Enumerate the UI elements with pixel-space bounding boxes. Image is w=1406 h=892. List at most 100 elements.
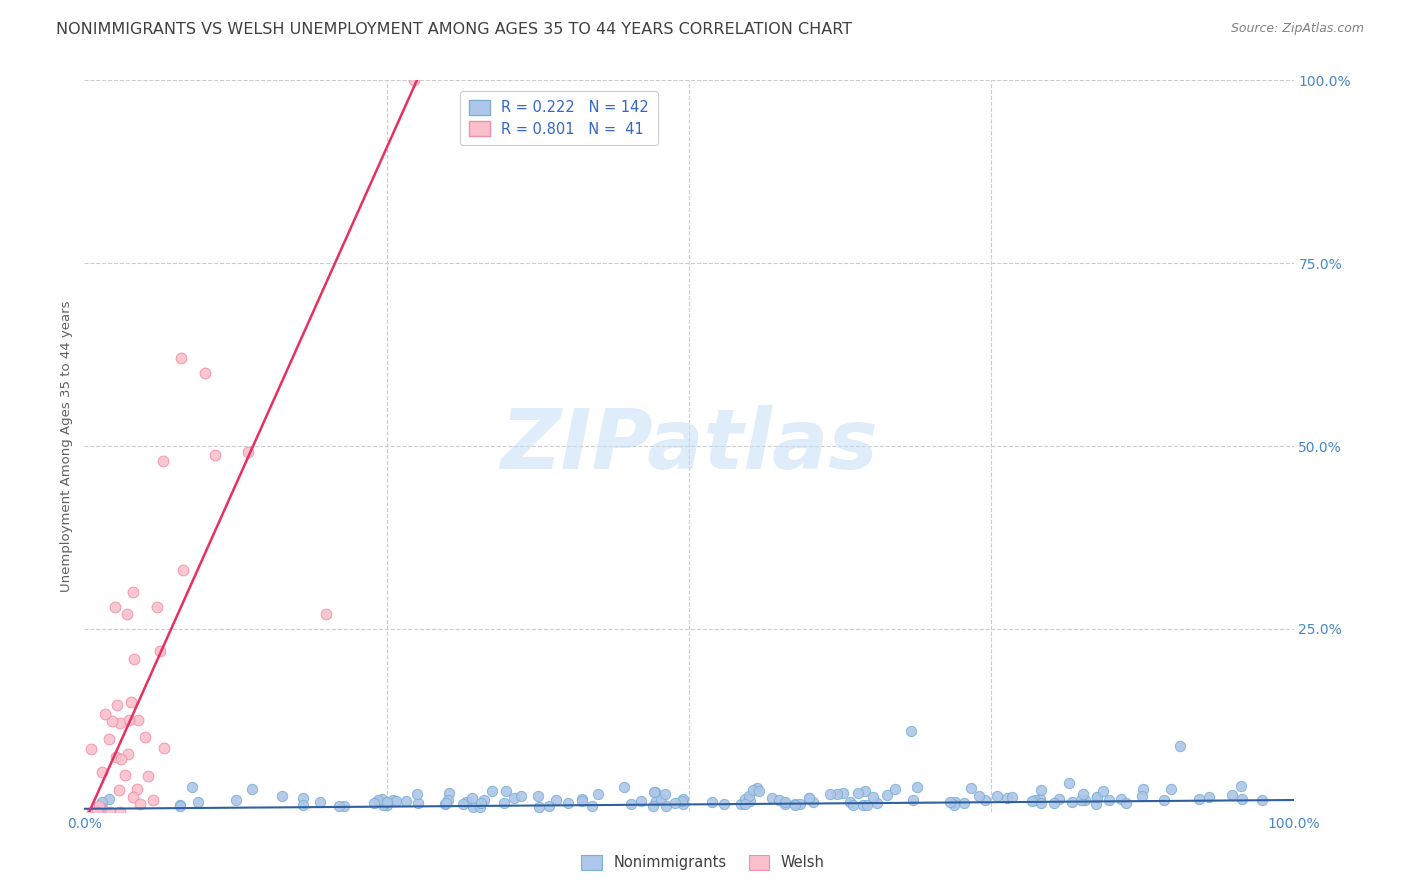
Point xyxy=(170,351,193,366)
Point xyxy=(734,792,756,806)
Point xyxy=(630,794,652,808)
Point xyxy=(1111,792,1133,806)
Point xyxy=(986,789,1008,803)
Point xyxy=(381,793,404,807)
Point xyxy=(1230,780,1253,794)
Point xyxy=(1132,782,1154,797)
Point xyxy=(974,793,997,807)
Point xyxy=(529,799,551,814)
Point xyxy=(108,715,131,730)
Point xyxy=(1062,795,1084,809)
Point xyxy=(852,797,875,812)
Point xyxy=(120,695,142,709)
Point xyxy=(363,797,385,811)
Point xyxy=(738,789,761,803)
Point xyxy=(643,799,665,814)
Point xyxy=(827,787,849,801)
Point xyxy=(841,797,863,812)
Point xyxy=(768,793,790,807)
Point xyxy=(995,791,1018,805)
Point xyxy=(1188,792,1211,806)
Point xyxy=(1198,789,1220,804)
Point xyxy=(700,795,723,809)
Point xyxy=(503,791,526,805)
Point xyxy=(571,792,593,806)
Point xyxy=(367,793,389,807)
Point xyxy=(952,796,974,810)
Point xyxy=(613,780,636,794)
Point xyxy=(967,789,990,803)
Point xyxy=(1071,787,1094,801)
Point xyxy=(90,796,112,810)
Point xyxy=(789,797,811,811)
Point xyxy=(1220,789,1243,803)
Point xyxy=(939,796,962,810)
Point xyxy=(86,805,108,819)
Point xyxy=(169,798,191,813)
Point xyxy=(866,797,889,811)
Point xyxy=(537,798,560,813)
Point xyxy=(87,798,110,813)
Point xyxy=(581,799,603,814)
Point xyxy=(468,799,491,814)
Point xyxy=(853,784,876,798)
Point xyxy=(404,73,426,87)
Point xyxy=(1091,784,1114,798)
Point xyxy=(1047,792,1070,806)
Point xyxy=(107,783,129,797)
Point xyxy=(124,651,146,665)
Point xyxy=(748,784,770,798)
Point xyxy=(671,797,693,811)
Point xyxy=(142,793,165,807)
Point xyxy=(783,797,806,812)
Point xyxy=(436,797,458,811)
Point xyxy=(803,795,825,809)
Point xyxy=(654,798,676,813)
Point xyxy=(461,790,484,805)
Point xyxy=(439,786,461,800)
Point xyxy=(1160,782,1182,797)
Text: ZIPatlas: ZIPatlas xyxy=(501,406,877,486)
Point xyxy=(740,794,762,808)
Point xyxy=(761,791,783,805)
Point xyxy=(900,724,922,739)
Point xyxy=(108,805,131,819)
Point xyxy=(905,780,928,794)
Point xyxy=(371,792,394,806)
Point xyxy=(125,782,148,797)
Point xyxy=(1029,792,1052,806)
Point xyxy=(884,781,907,796)
Point xyxy=(98,731,121,746)
Point xyxy=(856,797,879,812)
Point xyxy=(620,797,643,811)
Point xyxy=(1057,775,1080,789)
Point xyxy=(1031,796,1053,810)
Point xyxy=(1074,793,1097,807)
Point xyxy=(741,783,763,797)
Point xyxy=(122,790,145,805)
Point xyxy=(943,795,966,809)
Text: NONIMMIGRANTS VS WELSH UNEMPLOYMENT AMONG AGES 35 TO 44 YEARS CORRELATION CHART: NONIMMIGRANTS VS WELSH UNEMPLOYMENT AMON… xyxy=(56,22,852,37)
Point xyxy=(97,792,120,806)
Point xyxy=(104,599,127,614)
Point xyxy=(114,768,136,782)
Point xyxy=(654,787,676,801)
Point xyxy=(901,793,924,807)
Point xyxy=(82,805,104,819)
Point xyxy=(1097,793,1119,807)
Point xyxy=(105,698,128,713)
Point xyxy=(377,795,399,809)
Point xyxy=(406,787,429,801)
Point xyxy=(451,797,474,811)
Point xyxy=(571,794,593,808)
Point xyxy=(292,797,315,812)
Point xyxy=(1085,790,1108,805)
Point xyxy=(1087,790,1109,805)
Point xyxy=(1168,739,1191,753)
Point xyxy=(406,797,429,811)
Point xyxy=(434,797,457,812)
Text: Source: ZipAtlas.com: Source: ZipAtlas.com xyxy=(1230,22,1364,36)
Point xyxy=(385,793,408,807)
Point xyxy=(818,787,841,801)
Point xyxy=(181,780,204,795)
